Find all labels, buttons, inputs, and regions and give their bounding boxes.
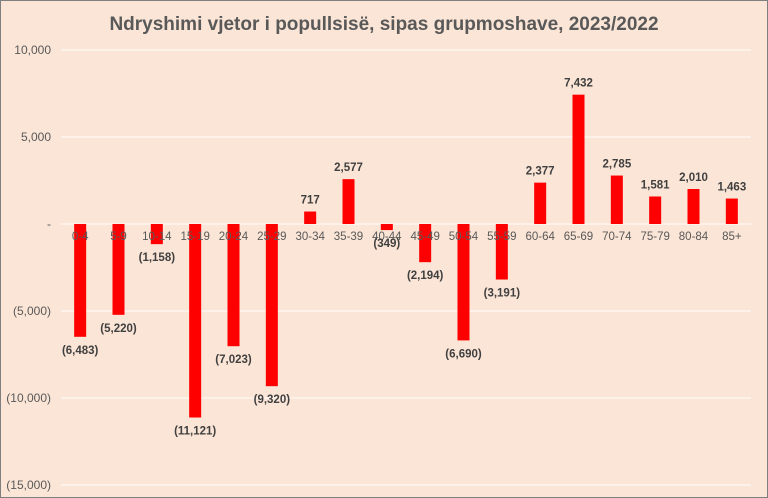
x-tick-label: 20-24: [219, 231, 249, 243]
bar: [572, 94, 585, 224]
bar: [150, 224, 163, 245]
x-tick-label: 5-9: [110, 231, 127, 243]
bar: [610, 175, 623, 224]
data-label: (5,220): [100, 323, 137, 335]
x-tick-label: 45-49: [410, 231, 439, 243]
gridlines: [61, 49, 751, 486]
data-label: (9,320): [254, 394, 291, 406]
bar: [304, 211, 317, 224]
x-tick-label: 30-34: [295, 231, 325, 243]
data-label: 1,581: [641, 179, 670, 191]
x-tick-label: 25-29: [257, 231, 286, 243]
bar: [74, 224, 87, 337]
x-tick-label: 85+: [722, 231, 742, 243]
bar: [725, 198, 738, 224]
bar: [534, 182, 547, 224]
bar: [380, 224, 393, 231]
x-tick-label: 35-39: [334, 231, 363, 243]
x-tick-label: 65-69: [564, 231, 593, 243]
x-axis-ticks: 0-4 5-9 10-14 15-19 20-24 25-29 30-34 35-39 40-4…: [72, 231, 742, 243]
x-tick-label: 75-79: [640, 231, 669, 243]
data-label: (7,023): [215, 354, 252, 366]
bar: [265, 224, 278, 387]
x-tick-label: 55-59: [487, 231, 516, 243]
bar: [687, 189, 700, 224]
bars: [74, 94, 738, 418]
y-tick-label: (15,000): [6, 478, 51, 492]
data-label: (1,158): [139, 252, 176, 264]
y-tick-label: 5,000: [21, 130, 51, 144]
bar: [649, 196, 662, 224]
x-tick-label: 0-4: [72, 231, 89, 243]
data-label: (349): [373, 238, 400, 250]
data-label: (2,194): [407, 270, 444, 282]
x-tick-label: 60-64: [525, 231, 555, 243]
x-tick-label: 40-44: [372, 231, 402, 243]
x-tick-label: 15-19: [180, 231, 209, 243]
bar: [112, 224, 125, 315]
data-label: 717: [301, 195, 320, 207]
data-label: (6,483): [62, 345, 99, 357]
data-label: 2,377: [526, 166, 555, 178]
bar: [495, 224, 508, 280]
y-tick-label: (5,000): [13, 304, 51, 318]
data-label: 2,785: [602, 159, 631, 171]
x-tick-label: 70-74: [602, 231, 632, 243]
chart-title: Ndryshimi vjetor i popullsisë, sipas gru…: [109, 14, 658, 35]
bar: [189, 224, 202, 418]
data-label: (11,121): [174, 426, 216, 438]
x-tick-label: 10-14: [142, 231, 172, 243]
data-labels: (6,483)(5,220) (1,158) (11,121) (7,023) (9,3…: [62, 78, 746, 438]
bar: [227, 224, 240, 347]
y-tick-label: -: [47, 217, 51, 231]
data-label: 7,432: [564, 78, 593, 90]
data-label: (6,690): [445, 348, 482, 360]
data-label: 2,010: [679, 172, 708, 184]
y-axis-ticks: 10,000 5,000 - (5,000) (10,000) (15,000): [6, 43, 51, 492]
x-tick-label: 50-54: [449, 231, 479, 243]
bar: [419, 224, 432, 263]
data-label: 1,463: [717, 182, 746, 194]
data-label: 2,577: [334, 162, 363, 174]
bar: [457, 224, 470, 341]
y-tick-label: (10,000): [6, 391, 51, 405]
y-tick-label: 10,000: [14, 43, 51, 57]
bar: [342, 179, 355, 224]
x-tick-label: 80-84: [679, 231, 709, 243]
data-label: (3,191): [484, 288, 521, 300]
